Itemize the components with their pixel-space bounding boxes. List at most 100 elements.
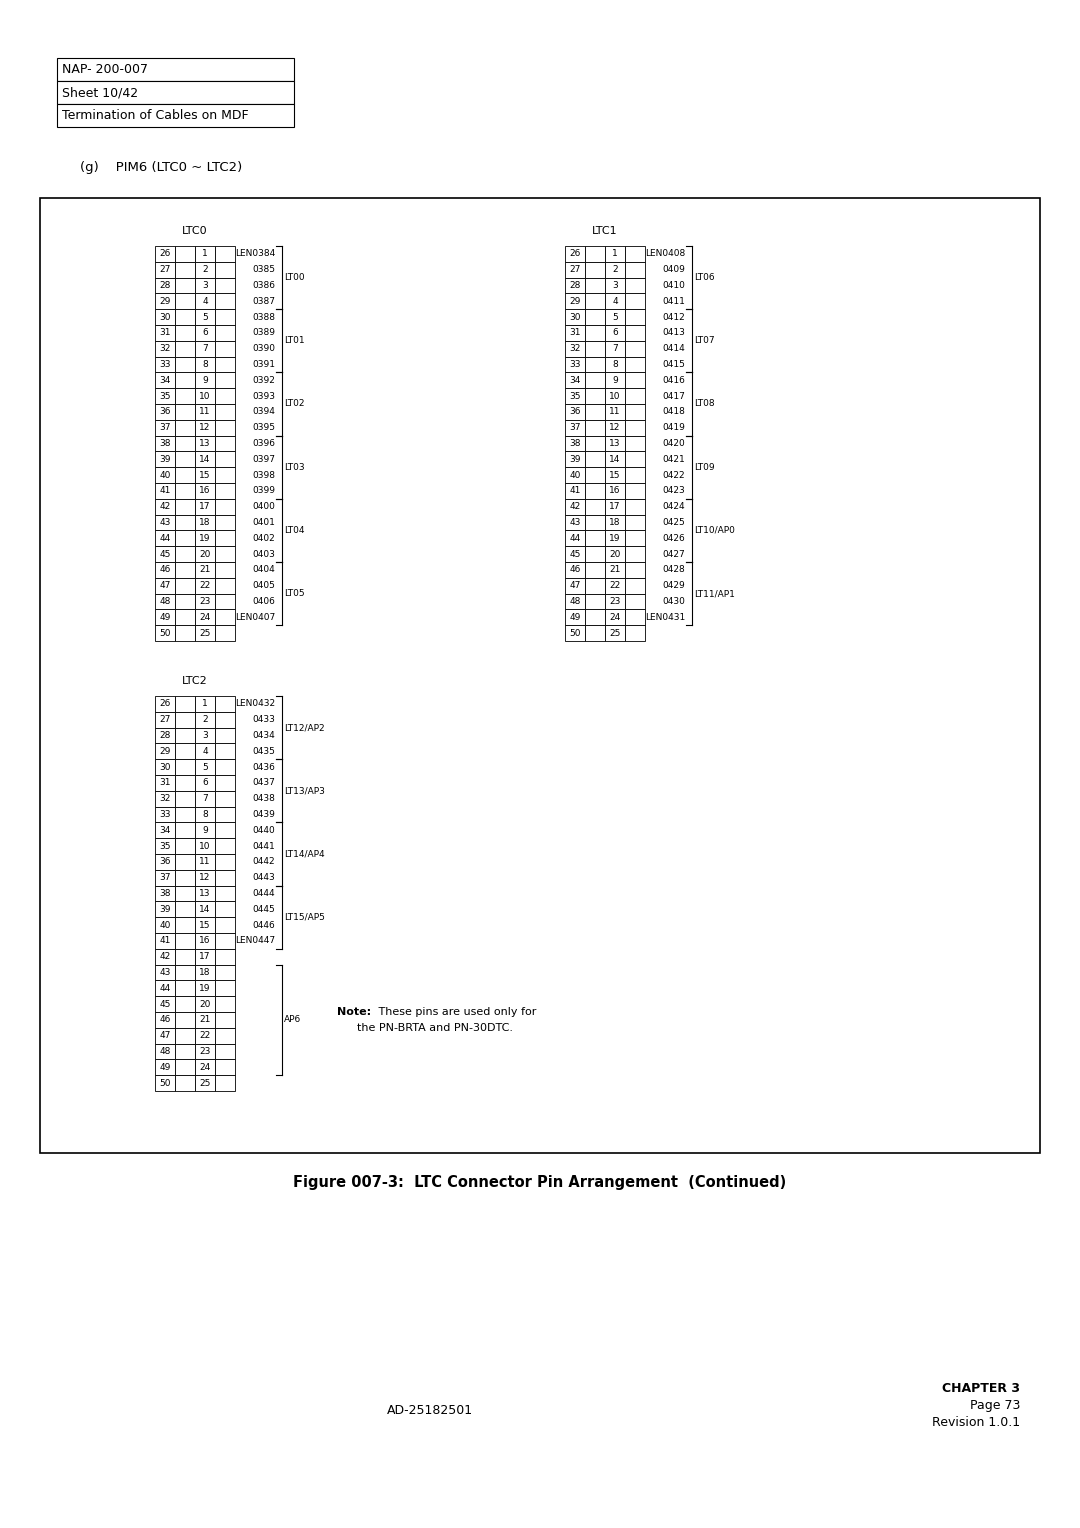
Bar xyxy=(175,309,195,325)
Text: 4: 4 xyxy=(612,296,618,306)
Text: 29: 29 xyxy=(160,747,171,756)
Bar xyxy=(156,964,175,981)
Bar xyxy=(565,341,585,356)
Bar xyxy=(625,610,645,625)
Bar xyxy=(605,325,625,341)
Bar xyxy=(156,744,175,759)
Text: 47: 47 xyxy=(569,581,581,590)
Text: 27: 27 xyxy=(160,715,171,724)
Bar xyxy=(565,356,585,373)
Bar xyxy=(605,356,625,373)
Bar xyxy=(175,996,195,1012)
Bar xyxy=(156,625,175,642)
Text: Page 73: Page 73 xyxy=(970,1398,1020,1412)
Bar xyxy=(156,309,175,325)
Bar xyxy=(195,792,215,807)
Text: 11: 11 xyxy=(199,857,211,866)
Text: 45: 45 xyxy=(160,999,171,1008)
Text: 0446: 0446 xyxy=(253,920,275,929)
Bar xyxy=(175,278,195,293)
Text: 7: 7 xyxy=(612,344,618,353)
Bar xyxy=(215,964,235,981)
Bar xyxy=(625,356,645,373)
Bar xyxy=(195,356,215,373)
Bar xyxy=(565,246,585,261)
Bar xyxy=(215,373,235,388)
Bar xyxy=(605,293,625,309)
Text: 10: 10 xyxy=(199,391,211,400)
Text: AP6: AP6 xyxy=(284,1016,301,1024)
Bar xyxy=(156,1076,175,1091)
Text: 42: 42 xyxy=(569,503,581,512)
Bar xyxy=(565,309,585,325)
Bar xyxy=(625,593,645,610)
Bar xyxy=(565,293,585,309)
Bar xyxy=(156,1044,175,1059)
Bar xyxy=(565,435,585,451)
Bar xyxy=(195,388,215,403)
Bar xyxy=(156,712,175,727)
Bar xyxy=(215,593,235,610)
Text: 15: 15 xyxy=(609,471,621,480)
Bar xyxy=(156,839,175,854)
Bar xyxy=(195,325,215,341)
Text: 0394: 0394 xyxy=(252,408,275,417)
Text: LEN0432: LEN0432 xyxy=(234,700,275,709)
Bar xyxy=(195,981,215,996)
Bar xyxy=(625,562,645,578)
Bar xyxy=(175,1028,195,1044)
Text: 14: 14 xyxy=(200,905,211,914)
Bar xyxy=(156,1028,175,1044)
Bar xyxy=(215,625,235,642)
Text: Note:: Note: xyxy=(337,1007,372,1018)
Bar xyxy=(175,792,195,807)
Bar xyxy=(175,625,195,642)
Bar xyxy=(625,278,645,293)
Bar xyxy=(215,854,235,869)
Text: 0422: 0422 xyxy=(662,471,685,480)
Bar xyxy=(156,341,175,356)
Bar xyxy=(175,902,195,917)
Text: 35: 35 xyxy=(569,391,581,400)
Bar xyxy=(605,451,625,468)
Bar xyxy=(195,278,215,293)
Text: LT10/AP0: LT10/AP0 xyxy=(694,526,734,535)
Bar xyxy=(175,562,195,578)
Text: 0403: 0403 xyxy=(252,550,275,559)
Text: 50: 50 xyxy=(159,628,171,637)
Text: 4: 4 xyxy=(202,296,207,306)
Text: 39: 39 xyxy=(159,455,171,465)
Bar xyxy=(175,695,195,712)
Text: 19: 19 xyxy=(609,533,621,542)
Text: 0405: 0405 xyxy=(252,581,275,590)
Bar xyxy=(156,854,175,869)
Bar xyxy=(195,420,215,435)
Text: 7: 7 xyxy=(202,795,207,804)
Bar xyxy=(215,886,235,902)
Text: AD-25182501: AD-25182501 xyxy=(387,1404,473,1416)
Bar xyxy=(195,309,215,325)
Text: 33: 33 xyxy=(569,361,581,368)
Text: 18: 18 xyxy=(199,518,211,527)
Bar xyxy=(215,451,235,468)
Bar xyxy=(565,515,585,530)
Bar xyxy=(156,1012,175,1028)
Bar xyxy=(215,1044,235,1059)
Text: 25: 25 xyxy=(609,628,621,637)
Bar xyxy=(195,293,215,309)
Bar xyxy=(195,483,215,498)
Text: 0424: 0424 xyxy=(662,503,685,512)
Bar xyxy=(156,822,175,839)
Bar xyxy=(605,341,625,356)
Text: 37: 37 xyxy=(569,423,581,432)
Bar xyxy=(215,727,235,744)
Text: 28: 28 xyxy=(569,281,581,290)
Bar xyxy=(195,530,215,545)
Text: 2: 2 xyxy=(612,266,618,274)
Bar xyxy=(215,293,235,309)
Bar xyxy=(585,562,605,578)
Bar xyxy=(195,1028,215,1044)
Bar xyxy=(156,578,175,593)
Text: LTC1: LTC1 xyxy=(592,226,618,235)
Bar xyxy=(585,545,605,562)
